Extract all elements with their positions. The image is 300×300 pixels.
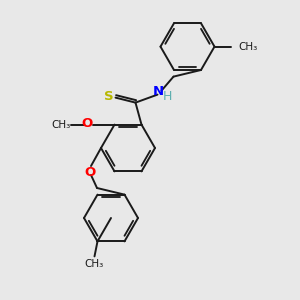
Text: CH₃: CH₃: [238, 42, 258, 52]
Text: H: H: [163, 90, 172, 103]
Text: O: O: [84, 166, 96, 178]
Text: O: O: [81, 117, 92, 130]
Text: CH₃: CH₃: [85, 260, 104, 269]
Text: S: S: [104, 90, 113, 103]
Text: CH₃: CH₃: [52, 120, 71, 130]
Text: N: N: [153, 85, 164, 98]
